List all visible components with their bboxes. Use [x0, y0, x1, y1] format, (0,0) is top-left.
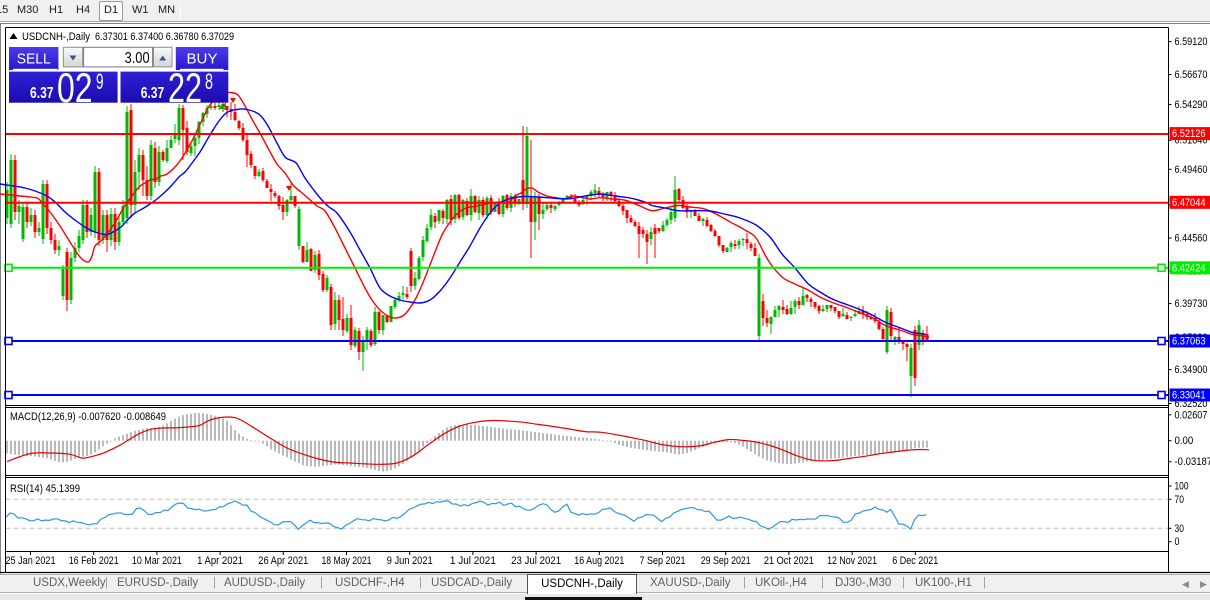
svg-text:26 Apr 2021: 26 Apr 2021	[258, 555, 308, 567]
svg-text:USDCNH-,Daily: USDCNH-,Daily	[22, 31, 90, 43]
svg-text:6.37301 6.37400 6.36780 6.3702: 6.37301 6.37400 6.36780 6.37029	[95, 31, 234, 43]
svg-text:9: 9	[96, 69, 104, 94]
svg-text:22: 22	[168, 64, 202, 111]
svg-text:6.37063: 6.37063	[1172, 336, 1206, 348]
svg-text:7 Sep 2021: 7 Sep 2021	[640, 555, 686, 567]
svg-text:6.59120: 6.59120	[1175, 36, 1208, 48]
svg-text:-0.03187: -0.03187	[1175, 456, 1210, 468]
svg-text:6.37: 6.37	[30, 85, 54, 102]
svg-text:0: 0	[1175, 536, 1180, 548]
svg-text:0.02607: 0.02607	[1175, 409, 1208, 421]
svg-text:21 Oct 2021: 21 Oct 2021	[764, 555, 814, 567]
svg-text:6.33041: 6.33041	[1172, 390, 1206, 402]
svg-text:29 Sep 2021: 29 Sep 2021	[701, 555, 751, 567]
svg-text:6.37: 6.37	[141, 85, 165, 102]
svg-text:1 Apr 2021: 1 Apr 2021	[197, 555, 243, 567]
svg-text:9 Jun 2021: 9 Jun 2021	[387, 555, 433, 567]
svg-text:23 Jul 2021: 23 Jul 2021	[511, 555, 561, 567]
svg-text:MACD(12,26,9) -0.007620 -0.008: MACD(12,26,9) -0.007620 -0.008649	[10, 411, 166, 423]
svg-text:6.52126: 6.52126	[1172, 128, 1206, 140]
svg-text:6.54290: 6.54290	[1175, 99, 1208, 111]
svg-text:25 Jan 2021: 25 Jan 2021	[6, 555, 56, 567]
svg-text:12 Nov 2021: 12 Nov 2021	[827, 555, 877, 567]
svg-text:16 Feb 2021: 16 Feb 2021	[69, 555, 119, 567]
svg-text:6.47044: 6.47044	[1172, 197, 1206, 209]
svg-text:6.34900: 6.34900	[1175, 364, 1208, 376]
svg-text:SELL: SELL	[17, 51, 51, 68]
svg-text:8: 8	[205, 69, 213, 94]
svg-text:30: 30	[1175, 523, 1185, 535]
svg-text:0.00: 0.00	[1175, 435, 1194, 447]
svg-text:18 May 2021: 18 May 2021	[322, 555, 372, 567]
svg-text:BUY: BUY	[187, 51, 218, 68]
svg-text:70: 70	[1175, 494, 1185, 506]
svg-text:6.39730: 6.39730	[1175, 298, 1208, 310]
svg-text:100: 100	[1175, 481, 1189, 493]
svg-text:3.00: 3.00	[125, 50, 150, 67]
svg-text:6.49460: 6.49460	[1175, 164, 1208, 176]
svg-text:16 Aug 2021: 16 Aug 2021	[574, 555, 624, 567]
svg-text:6.42424: 6.42424	[1172, 262, 1206, 274]
svg-text:RSI(14) 45.1399: RSI(14) 45.1399	[10, 483, 80, 495]
svg-text:1 Jul 2021: 1 Jul 2021	[450, 555, 496, 567]
svg-text:6.44560: 6.44560	[1175, 233, 1208, 245]
svg-text:10 Mar 2021: 10 Mar 2021	[132, 555, 182, 567]
svg-text:02: 02	[57, 64, 93, 111]
svg-text:6.56670: 6.56670	[1175, 69, 1208, 81]
svg-text:6 Dec 2021: 6 Dec 2021	[892, 555, 938, 567]
